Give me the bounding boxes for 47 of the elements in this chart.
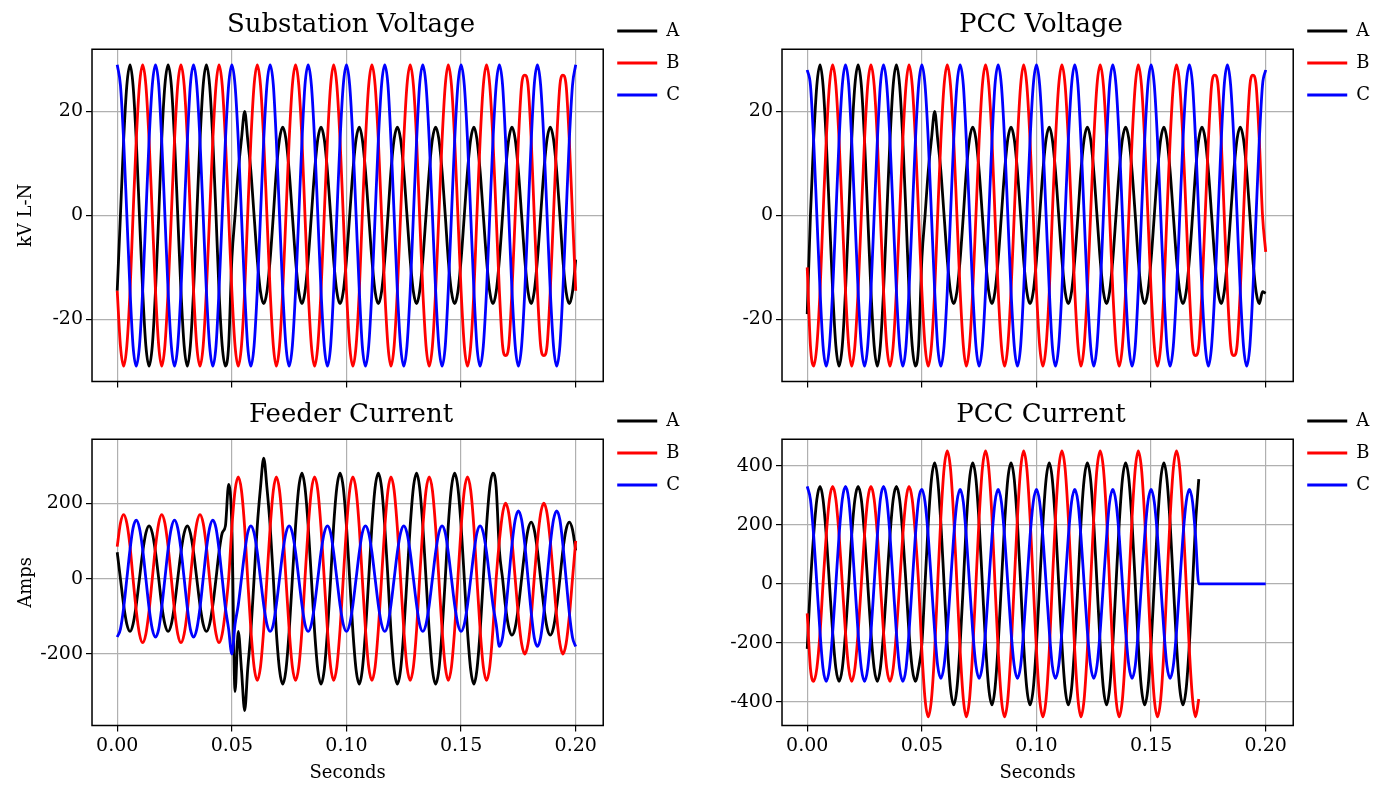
legend-label: A (665, 18, 681, 40)
y-tick-label: -20 (742, 306, 773, 329)
y-tick-label: 0 (760, 202, 773, 225)
x-tick-label: 0.20 (1244, 732, 1287, 755)
legend-label: C (1356, 82, 1371, 104)
line-series (115, 475, 578, 682)
x-axis-title: Seconds (999, 760, 1076, 782)
x-tick-label: 0.05 (210, 732, 253, 755)
chart-title: Substation Voltage (226, 8, 476, 39)
legend-label: C (666, 472, 681, 494)
y-tick-label: -200 (40, 640, 83, 663)
y-tick-label: -200 (730, 629, 773, 652)
y-tick-label: -400 (730, 688, 773, 711)
legend-label: A (1355, 408, 1371, 430)
legend-label: B (1356, 50, 1370, 72)
legend-label: C (1356, 472, 1371, 494)
x-tick-label: 0.00 (96, 732, 139, 755)
y-axis-title: kV L-N (14, 183, 36, 248)
y-axis-title: Amps (14, 556, 36, 609)
chart-title: PCC Current (956, 398, 1127, 429)
x-tick-label: 0.15 (1129, 732, 1173, 755)
line-series (805, 485, 1268, 683)
y-tick-label: 0 (70, 565, 83, 588)
y-tick-label: 200 (46, 490, 83, 513)
y-tick-label: -20 (52, 306, 83, 329)
x-tick-label: 0.10 (325, 732, 368, 755)
legend-label: B (666, 440, 680, 462)
y-tick-label: 0 (70, 202, 83, 225)
chart-title: Feeder Current (248, 398, 454, 429)
x-tick-label: 0.00 (786, 732, 829, 755)
x-axis-title: Seconds (309, 760, 386, 782)
x-tick-label: 0.05 (900, 732, 943, 755)
legend-label: C (666, 82, 681, 104)
legend-label: B (666, 50, 680, 72)
y-tick-label: 200 (736, 511, 773, 534)
y-tick-label: 20 (58, 98, 83, 121)
x-tick-label: 0.10 (1015, 732, 1058, 755)
chart-title: PCC Voltage (959, 8, 1123, 39)
y-tick-label: 20 (748, 98, 773, 121)
legend-label: A (665, 408, 681, 430)
x-tick-label: 0.15 (439, 732, 483, 755)
x-tick-label: 0.20 (554, 732, 597, 755)
y-tick-label: 400 (736, 452, 773, 475)
legend-label: A (1355, 18, 1371, 40)
legend-label: B (1356, 440, 1370, 462)
y-tick-label: 0 (760, 570, 773, 593)
line-series (115, 509, 578, 656)
